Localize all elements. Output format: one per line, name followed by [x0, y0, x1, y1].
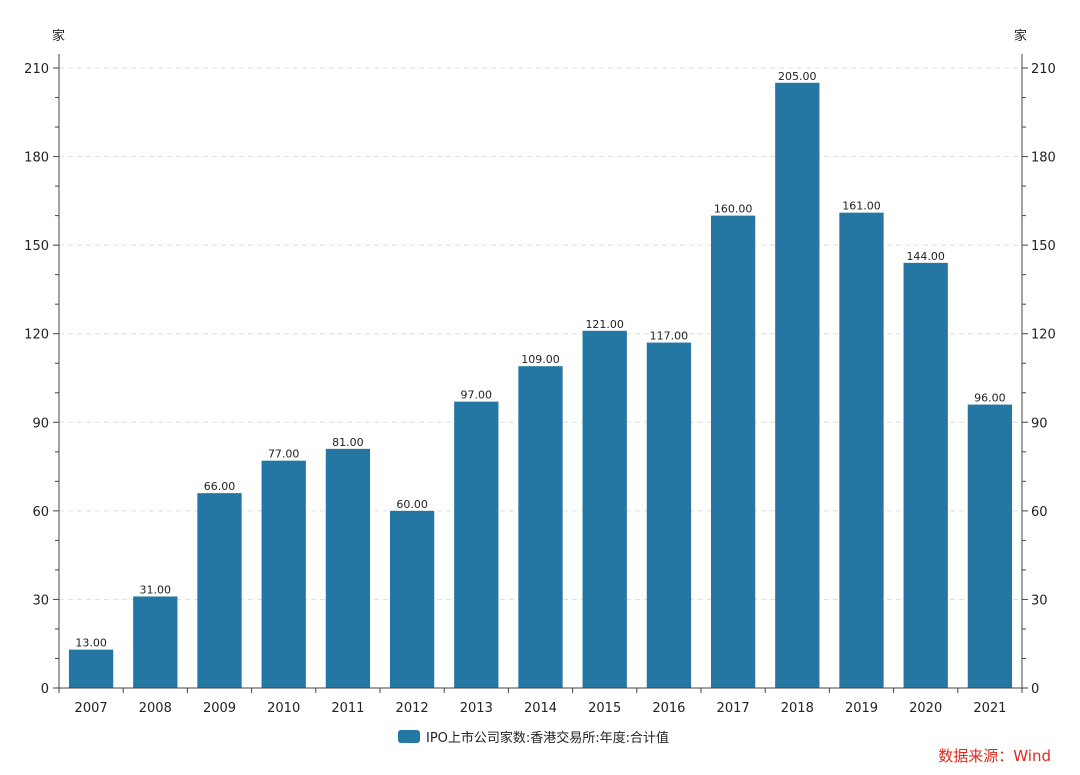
data-label: 66.00 — [204, 480, 236, 493]
y-tick-label-left: 150 — [24, 239, 49, 254]
x-tick-label: 2021 — [973, 701, 1006, 716]
data-label: 31.00 — [140, 583, 172, 596]
bar — [68, 649, 114, 688]
data-label: 160.00 — [714, 203, 753, 216]
x-tick-label: 2017 — [717, 701, 750, 716]
y-tick-label-left: 0 — [41, 682, 49, 697]
bar — [454, 401, 499, 688]
y-tick-label-left: 120 — [24, 328, 49, 343]
legend[interactable]: IPO上市公司家数:香港交易所:年度:合计值 — [398, 727, 669, 746]
y-tick-label-left: 210 — [24, 62, 49, 77]
data-label: 96.00 — [974, 392, 1006, 405]
legend-label: IPO上市公司家数:香港交易所:年度:合计值 — [426, 731, 670, 746]
y-tick-label-right: 90 — [1031, 416, 1048, 431]
x-tick-label: 2013 — [460, 701, 493, 716]
y-tick-label-left: 90 — [32, 416, 49, 431]
y-tick-label-left: 30 — [32, 593, 49, 608]
bar — [710, 215, 756, 688]
x-tick-label: 2007 — [75, 701, 108, 716]
y-tick-label-right: 30 — [1031, 593, 1048, 608]
x-tick-label: 2014 — [524, 701, 557, 716]
x-tick-label: 2008 — [139, 701, 172, 716]
data-label: 97.00 — [461, 389, 493, 402]
bar — [389, 510, 435, 688]
data-label: 117.00 — [650, 330, 689, 343]
bar — [903, 262, 948, 688]
x-tick-label: 2012 — [396, 701, 429, 716]
data-label: 161.00 — [842, 200, 881, 213]
y-tick-label-right: 150 — [1031, 239, 1056, 254]
x-tick-label: 2011 — [331, 701, 364, 716]
bar — [261, 460, 306, 688]
bar — [133, 596, 178, 688]
bar — [325, 448, 371, 688]
x-tick-label: 2010 — [267, 701, 300, 716]
data-label: 121.00 — [585, 318, 624, 331]
data-label: 205.00 — [778, 70, 817, 83]
x-tick-label: 2009 — [203, 701, 236, 716]
x-tick-label: 2018 — [781, 701, 814, 716]
data-label: 144.00 — [906, 250, 945, 263]
right-axis-unit: 家 — [1014, 28, 1027, 44]
legend-swatch — [398, 730, 420, 743]
data-label: 77.00 — [268, 448, 300, 461]
x-tick-label: 2015 — [588, 701, 621, 716]
bar — [839, 212, 884, 688]
bar — [197, 493, 242, 688]
bar — [775, 82, 820, 688]
y-tick-label-right: 60 — [1031, 505, 1048, 520]
y-tick-label-right: 120 — [1031, 328, 1056, 343]
source-note: 数据来源：Wind — [938, 747, 1051, 765]
bar — [967, 404, 1013, 688]
bar — [582, 330, 627, 688]
bars: 13.00 31.00 66.00 77.00 81.00 60.00 97.00 109.0… — [68, 70, 1013, 688]
data-label: 60.00 — [396, 498, 428, 511]
y-tick-label-left: 180 — [24, 151, 49, 166]
y-tick-label-right: 0 — [1031, 682, 1039, 697]
bar — [518, 366, 563, 688]
x-tick-label: 2020 — [909, 701, 942, 716]
y-tick-label-right: 180 — [1031, 151, 1056, 166]
data-label: 81.00 — [332, 436, 364, 449]
x-tick-label: 2019 — [845, 701, 878, 716]
left-axis-unit: 家 — [52, 28, 65, 44]
y-tick-label-right: 210 — [1031, 62, 1056, 77]
x-tick-label: 2016 — [652, 701, 685, 716]
data-label: 13.00 — [75, 637, 107, 650]
y-tick-label-left: 60 — [32, 505, 49, 520]
axes: 0 0 30 30 60 60 90 90 120 120 150 150 180 180 210 210 20… — [24, 54, 1056, 716]
bar — [646, 342, 692, 688]
data-label: 109.00 — [521, 353, 560, 366]
